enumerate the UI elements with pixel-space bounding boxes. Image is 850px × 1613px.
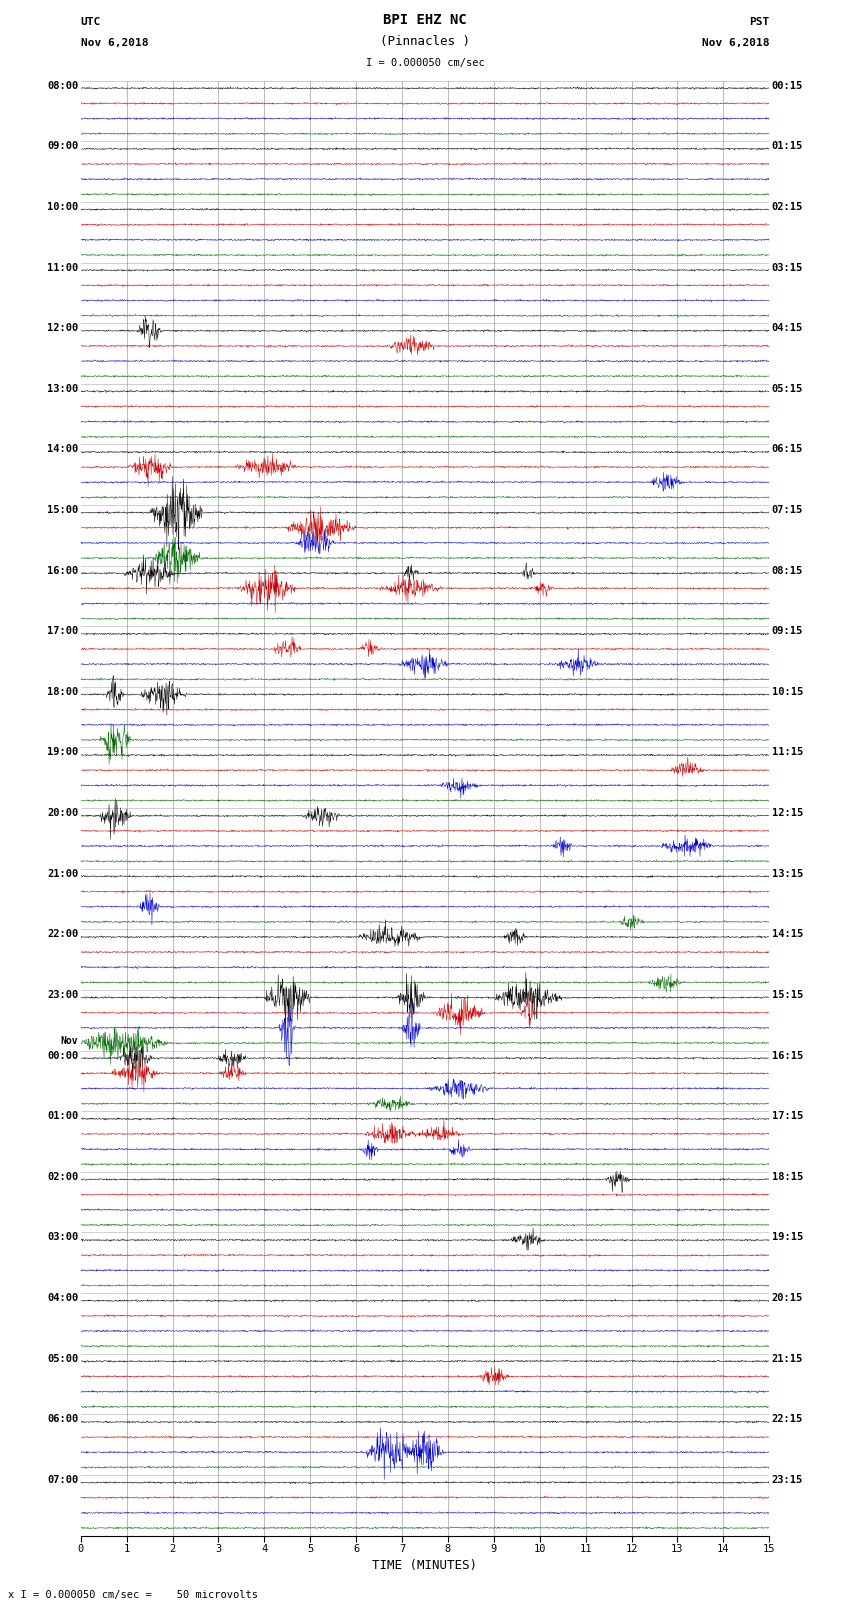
Text: UTC: UTC bbox=[81, 18, 101, 27]
Text: 06:00: 06:00 bbox=[47, 1415, 78, 1424]
Text: 23:15: 23:15 bbox=[772, 1474, 803, 1486]
Text: Nov: Nov bbox=[60, 1036, 78, 1045]
Text: 08:15: 08:15 bbox=[772, 566, 803, 576]
Text: 19:00: 19:00 bbox=[47, 747, 78, 758]
Text: 15:00: 15:00 bbox=[47, 505, 78, 515]
Text: 19:15: 19:15 bbox=[772, 1232, 803, 1242]
Text: 07:00: 07:00 bbox=[47, 1474, 78, 1486]
Text: 21:15: 21:15 bbox=[772, 1353, 803, 1363]
Text: 18:15: 18:15 bbox=[772, 1171, 803, 1182]
Text: 13:00: 13:00 bbox=[47, 384, 78, 394]
Text: 06:15: 06:15 bbox=[772, 445, 803, 455]
Text: 09:00: 09:00 bbox=[47, 142, 78, 152]
Text: 22:15: 22:15 bbox=[772, 1415, 803, 1424]
Text: Nov 6,2018: Nov 6,2018 bbox=[702, 39, 769, 48]
Text: 00:15: 00:15 bbox=[772, 81, 803, 90]
Text: 01:00: 01:00 bbox=[47, 1111, 78, 1121]
Text: 10:15: 10:15 bbox=[772, 687, 803, 697]
Text: 04:00: 04:00 bbox=[47, 1294, 78, 1303]
Text: BPI EHZ NC: BPI EHZ NC bbox=[383, 13, 467, 27]
Text: 13:15: 13:15 bbox=[772, 869, 803, 879]
Text: 10:00: 10:00 bbox=[47, 202, 78, 211]
Text: 18:00: 18:00 bbox=[47, 687, 78, 697]
Text: x I = 0.000050 cm/sec =    50 microvolts: x I = 0.000050 cm/sec = 50 microvolts bbox=[8, 1590, 258, 1600]
Text: 16:15: 16:15 bbox=[772, 1050, 803, 1061]
Text: Nov 6,2018: Nov 6,2018 bbox=[81, 39, 148, 48]
Text: 14:00: 14:00 bbox=[47, 445, 78, 455]
Text: 12:00: 12:00 bbox=[47, 323, 78, 334]
Text: 17:15: 17:15 bbox=[772, 1111, 803, 1121]
Text: 03:00: 03:00 bbox=[47, 1232, 78, 1242]
Text: PST: PST bbox=[749, 18, 769, 27]
Text: 00:00: 00:00 bbox=[47, 1050, 78, 1061]
Text: 16:00: 16:00 bbox=[47, 566, 78, 576]
Text: 02:00: 02:00 bbox=[47, 1171, 78, 1182]
Text: 01:15: 01:15 bbox=[772, 142, 803, 152]
Text: 15:15: 15:15 bbox=[772, 990, 803, 1000]
Text: 11:00: 11:00 bbox=[47, 263, 78, 273]
Text: 08:00: 08:00 bbox=[47, 81, 78, 90]
Text: 12:15: 12:15 bbox=[772, 808, 803, 818]
Text: 20:15: 20:15 bbox=[772, 1294, 803, 1303]
Text: (Pinnacles ): (Pinnacles ) bbox=[380, 35, 470, 48]
Text: 17:00: 17:00 bbox=[47, 626, 78, 636]
Text: 07:15: 07:15 bbox=[772, 505, 803, 515]
Text: 23:00: 23:00 bbox=[47, 990, 78, 1000]
Text: 21:00: 21:00 bbox=[47, 869, 78, 879]
Text: 11:15: 11:15 bbox=[772, 747, 803, 758]
Text: 03:15: 03:15 bbox=[772, 263, 803, 273]
Text: 05:00: 05:00 bbox=[47, 1353, 78, 1363]
X-axis label: TIME (MINUTES): TIME (MINUTES) bbox=[372, 1560, 478, 1573]
Text: 14:15: 14:15 bbox=[772, 929, 803, 939]
Text: 09:15: 09:15 bbox=[772, 626, 803, 636]
Text: 04:15: 04:15 bbox=[772, 323, 803, 334]
Text: 20:00: 20:00 bbox=[47, 808, 78, 818]
Text: I = 0.000050 cm/sec: I = 0.000050 cm/sec bbox=[366, 58, 484, 68]
Text: 02:15: 02:15 bbox=[772, 202, 803, 211]
Text: 05:15: 05:15 bbox=[772, 384, 803, 394]
Text: 22:00: 22:00 bbox=[47, 929, 78, 939]
